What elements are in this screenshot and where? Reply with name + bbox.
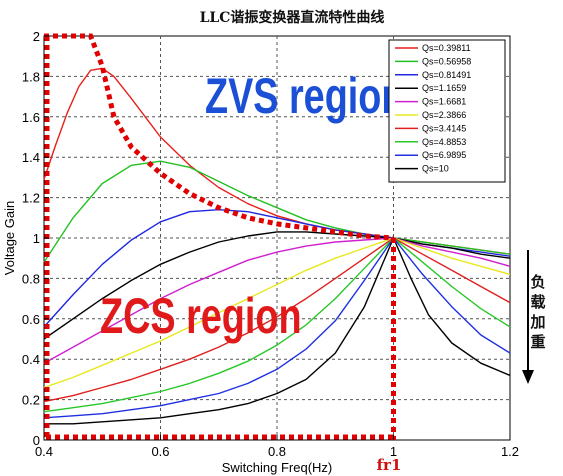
y-tick-label: 1.6 bbox=[22, 110, 40, 125]
legend-entry: Qs=6.9895 bbox=[422, 150, 466, 160]
x-axis-label: Switching Freq(Hz) bbox=[222, 460, 333, 475]
x-tick-label: 0.4 bbox=[35, 444, 53, 459]
legend: Qs=0.39811 Qs=0.56958 Qs=0.81491 Qs=1.1659 Q… bbox=[388, 39, 506, 183]
series-line-qs-4-8853 bbox=[43, 237, 511, 413]
y-tick-label: 0.2 bbox=[22, 393, 40, 408]
side-char-1: 负 bbox=[530, 273, 545, 291]
y-tick-label: 0 bbox=[33, 433, 40, 448]
side-char-4: 重 bbox=[530, 333, 545, 351]
series-line-qs-1-6681 bbox=[43, 237, 511, 364]
y-axis-label: Voltage Gain bbox=[2, 201, 17, 275]
side-char-2: 载 bbox=[530, 293, 545, 311]
y-tick-label: 0.6 bbox=[22, 312, 40, 327]
y-tick-label: 0.4 bbox=[22, 352, 40, 367]
axis-ticks: 0.4 0.6 0.8 1 1.2 0 0.2 0.4 0.6 0.8 1 1.2 1.4 1.6 1.8 2 bbox=[22, 29, 519, 459]
zcs-region-label: ZCS region bbox=[100, 289, 302, 344]
series-line-qs-10 bbox=[44, 237, 511, 425]
y-tick-label: 1 bbox=[33, 231, 40, 246]
y-tick-label: 0.8 bbox=[22, 271, 40, 286]
legend-entry: Qs=10 bbox=[422, 164, 449, 174]
series-lines bbox=[43, 67, 511, 425]
series-line-qs-2-3866 bbox=[43, 237, 511, 389]
chart-title: LLC谐振变换器直流特性曲线 bbox=[200, 9, 385, 26]
legend-entry: Qs=4.8853 bbox=[422, 137, 466, 147]
series-line-qs-1-1659 bbox=[43, 231, 511, 340]
legend-entry: Qs=0.39811 bbox=[422, 43, 471, 53]
x-tick-label: 0.6 bbox=[151, 444, 169, 459]
x-tick-label: 1.2 bbox=[501, 444, 519, 459]
legend-entry: Qs=3.4145 bbox=[422, 123, 466, 133]
down-arrow-head-icon bbox=[522, 370, 534, 384]
series-line-qs-6-9895 bbox=[43, 237, 511, 419]
series-line-qs-0-56958 bbox=[43, 160, 511, 263]
legend-box bbox=[388, 39, 506, 183]
x-tick-label: 0.8 bbox=[268, 444, 286, 459]
series-line-qs-3-4145 bbox=[43, 237, 511, 403]
fr1-label: fr1 bbox=[377, 456, 402, 474]
legend-entry: Qs=0.81491 bbox=[422, 70, 471, 80]
boundary-curve bbox=[44, 33, 394, 241]
x-tick-label: 1 bbox=[390, 444, 397, 459]
legend-entry: Qs=1.1659 bbox=[422, 83, 466, 93]
legend-entry: Qs=0.56958 bbox=[422, 56, 471, 66]
y-tick-label: 2 bbox=[33, 29, 40, 44]
y-tick-label: 1.4 bbox=[22, 150, 40, 165]
y-tick-label: 1.8 bbox=[22, 69, 40, 84]
side-char-3: 加 bbox=[529, 313, 545, 331]
legend-entry: Qs=1.6681 bbox=[422, 97, 466, 107]
load-direction-note: 负 载 加 重 bbox=[522, 250, 546, 384]
legend-entry: Qs=2.3866 bbox=[422, 110, 466, 120]
y-tick-label: 1.2 bbox=[22, 191, 40, 206]
zvs-region-label: ZVS region bbox=[205, 69, 404, 124]
